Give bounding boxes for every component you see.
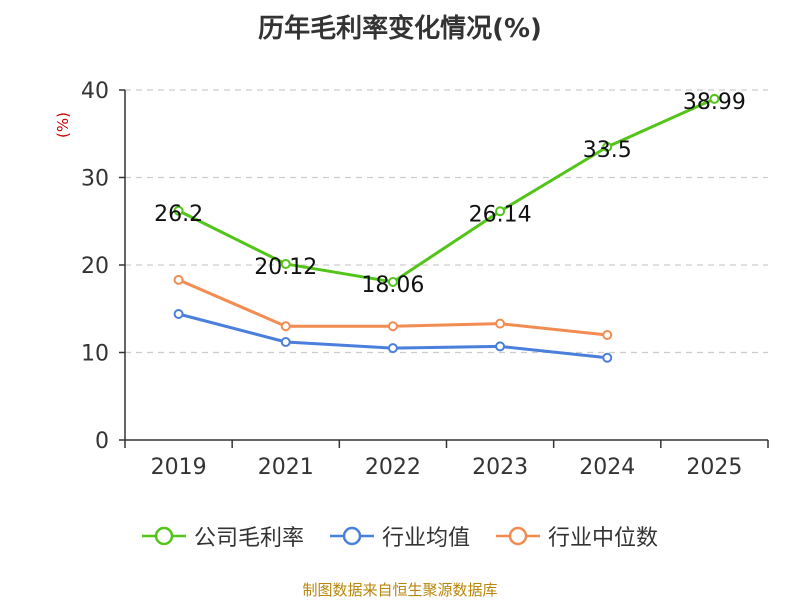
legend-marker-icon xyxy=(496,526,540,546)
x-tick-label: 2024 xyxy=(579,455,635,480)
data-point xyxy=(280,258,291,269)
legend[interactable]: 公司毛利率 行业均值 行业中位数 xyxy=(0,520,800,552)
legend-marker-icon xyxy=(141,526,186,546)
legend-label: 公司毛利率 xyxy=(193,526,304,551)
data-point xyxy=(495,206,506,217)
legend-label: 行业中位数 xyxy=(548,526,659,551)
data-label: 33.5 xyxy=(583,138,632,163)
data-point xyxy=(709,93,720,104)
legend-item-industry-average[interactable]: 行业均值 xyxy=(329,520,470,552)
legend-label: 行业均值 xyxy=(381,526,470,551)
chart-title: 历年毛利率变化情况(%) xyxy=(258,14,542,44)
series-layer xyxy=(173,93,720,363)
data-point xyxy=(387,321,398,332)
data-labels: 26.2 20.12 18.06 26.14 33.5 38.99 xyxy=(154,90,746,298)
y-tick-label: 10 xyxy=(81,342,109,367)
data-point xyxy=(173,309,184,319)
data-point xyxy=(602,141,613,152)
data-point xyxy=(387,343,398,354)
data-label: 18.06 xyxy=(361,273,424,298)
data-point xyxy=(602,330,613,340)
y-tick-label: 0 xyxy=(95,429,109,454)
data-point xyxy=(495,318,506,329)
y-tick-label: 20 xyxy=(81,254,109,279)
source-note: 制图数据来自恒生聚源数据库 xyxy=(302,581,498,599)
x-tick-label: 2022 xyxy=(365,455,421,480)
data-label: 26.2 xyxy=(154,202,203,227)
data-point xyxy=(173,205,184,216)
data-point xyxy=(280,321,291,332)
data-point xyxy=(387,276,398,287)
data-label: 20.12 xyxy=(254,255,317,280)
series-line xyxy=(177,97,716,284)
legend-item-industry-median[interactable]: 行业中位数 xyxy=(496,520,658,552)
data-point xyxy=(173,274,184,285)
y-tick-label: 30 xyxy=(81,167,109,192)
data-point xyxy=(495,341,506,352)
data-label: 26.14 xyxy=(469,202,532,227)
gridlines xyxy=(125,89,768,354)
axes: 0 10 20 30 40 2019 2021 2022 2023 2024 2025 (%) xyxy=(54,79,769,480)
y-tick-label: 40 xyxy=(81,79,109,104)
y-axis-label: (%) xyxy=(54,112,72,138)
legend-marker-icon xyxy=(329,526,374,546)
data-point xyxy=(602,352,613,363)
data-point xyxy=(280,337,291,347)
data-label: 38.99 xyxy=(683,90,746,115)
x-tick-label: 2021 xyxy=(258,455,314,480)
legend-item-company-gross-margin[interactable]: 公司毛利率 xyxy=(141,520,304,552)
x-tick-label: 2025 xyxy=(686,455,742,480)
x-tick-label: 2023 xyxy=(472,455,528,480)
x-tick-label: 2019 xyxy=(151,455,207,480)
